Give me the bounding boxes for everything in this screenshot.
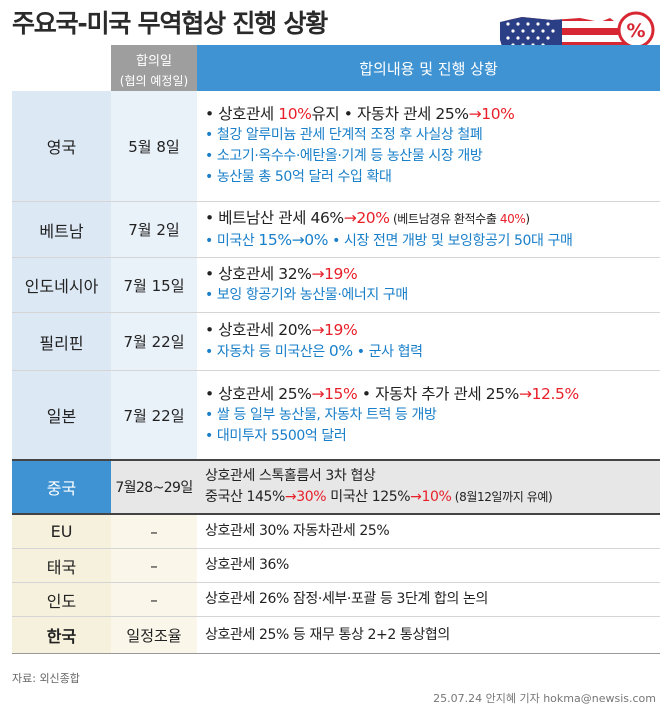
- content-line: • 소고기·옥수수·에탄올·기계 등 농산물 시장 개방: [205, 148, 483, 164]
- content-line: • 상호관세 32%→19%: [205, 265, 358, 283]
- country-cell: 한국: [12, 617, 111, 653]
- country-cell: 중국: [12, 461, 111, 513]
- table-row-thailand: 태국 – 상호관세 36%: [12, 549, 660, 582]
- date-cell: –: [111, 515, 197, 548]
- table-row-korea: 한국 일정조율 상호관세 25% 등 재무 통상 2+2 통상협의: [12, 617, 660, 653]
- country-cell: 태국: [12, 549, 111, 582]
- svg-text:%: %: [626, 20, 645, 42]
- country-cell: 인도네시아: [12, 258, 111, 312]
- date-cell: –: [111, 549, 197, 582]
- content-line: 상호관세 25% 등 재무 통상 2+2 통상협의: [205, 626, 450, 643]
- content-cell: • 베트남산 관세 46%→20% (베트남경유 환적수출 40%) • 미국산…: [197, 202, 660, 257]
- content-line: • 베트남산 관세 46%→20% (베트남경유 환적수출 40%): [205, 208, 530, 227]
- table-row-uk: 영국 5월 8일 • 상호관세 10%유지 • 자동차 관세 25%→10% •…: [12, 91, 660, 201]
- date-cell: 7월 22일: [111, 371, 197, 459]
- date-cell: 7월 2일: [111, 202, 197, 257]
- row-divider: [12, 370, 660, 371]
- country-cell: EU: [12, 515, 111, 548]
- content-cell: 상호관세 30% 자동차관세 25%: [197, 515, 660, 548]
- row-divider: [12, 582, 660, 583]
- page-title: 주요국-미국 무역협상 진행 상황: [12, 9, 328, 38]
- date-cell: 5월 8일: [111, 91, 197, 201]
- country-cell: 인도: [12, 583, 111, 616]
- header-content-label: 합의내용 및 진행 상황: [359, 59, 498, 78]
- table-row-philippines: 필리핀 7월 22일 • 상호관세 20%→19% • 자동차 등 미국산은 0…: [12, 313, 660, 370]
- table-row-china: 중국 7월28~29일 상호관세 스톡홀름서 3차 협상 중국산 145%→30…: [12, 461, 660, 513]
- date-cell: –: [111, 583, 197, 616]
- row-divider: [12, 616, 660, 617]
- country-cell: 영국: [12, 91, 111, 201]
- content-line: 상호관세 30% 자동차관세 25%: [205, 523, 390, 539]
- table-row-vietnam: 베트남 7월 2일 • 베트남산 관세 46%→20% (베트남경유 환적수출 …: [12, 202, 660, 257]
- percent-badge-icon: %: [617, 11, 655, 49]
- content-line: • 자동차 등 미국산은 0% • 군사 협력: [205, 342, 423, 360]
- content-line: 상호관세 스톡홀름서 3차 협상: [205, 468, 376, 484]
- row-divider: [12, 257, 660, 258]
- section-divider: [12, 513, 660, 515]
- header-content-cell: 합의내용 및 진행 상황: [197, 45, 660, 91]
- country-cell: 필리핀: [12, 313, 111, 370]
- content-cell: 상호관세 26% 잠정·세부·포괄 등 3단계 합의 논의: [197, 583, 660, 616]
- header-date-sub-label: (협의 예정일): [119, 74, 189, 88]
- content-line: 중국산 145%→30% 미국산 125%→10% (8월12일까지 유예): [205, 489, 553, 505]
- table-row-japan: 일본 7월 22일 • 상호관세 25%→15% • 자동차 추가 관세 25%…: [12, 371, 660, 459]
- content-line: • 상호관세 10%유지 • 자동차 관세 25%→10%: [205, 105, 515, 123]
- content-line: • 대미투자 5500억 달러: [205, 427, 347, 444]
- date-cell: 일정조율: [111, 617, 197, 653]
- content-cell: • 상호관세 20%→19% • 자동차 등 미국산은 0% • 군사 협력: [197, 313, 660, 370]
- content-line: 상호관세 36%: [205, 557, 289, 573]
- credit-line: 25.07.24 안지혜 기자 hokma@newsis.com: [433, 692, 656, 705]
- table-bottom-border: [12, 653, 660, 654]
- content-line: • 쌀 등 일부 농산물, 자동차 트럭 등 개방: [205, 406, 437, 423]
- content-cell: • 상호관세 10%유지 • 자동차 관세 25%→10% • 철강 알루미늄 …: [197, 91, 660, 201]
- date-cell: 7월 22일: [111, 313, 197, 370]
- content-cell: • 상호관세 25%→15% • 자동차 추가 관세 25%→12.5% • 쌀…: [197, 371, 660, 459]
- section-divider: [12, 459, 660, 461]
- header-date-cell: 합의일 (협의 예정일): [111, 45, 197, 91]
- header-date-label: 합의일: [136, 54, 172, 69]
- date-cell: 7월 15일: [111, 258, 197, 312]
- content-line: • 상호관세 20%→19%: [205, 321, 358, 339]
- content-cell: 상호관세 25% 등 재무 통상 2+2 통상협의: [197, 617, 660, 653]
- content-line: • 미국산 15%→0% • 시장 전면 개방 및 보잉항공기 50대 구매: [205, 230, 573, 249]
- row-divider: [12, 312, 660, 313]
- table-row-indonesia: 인도네시아 7월 15일 • 상호관세 32%→19% • 보잉 항공기와 농산…: [12, 258, 660, 312]
- content-cell: 상호관세 36%: [197, 549, 660, 582]
- country-cell: 베트남: [12, 202, 111, 257]
- content-line: • 보잉 항공기와 농산물·에너지 구매: [205, 287, 408, 303]
- content-line: • 농산물 총 50억 달러 수입 확대: [205, 169, 392, 185]
- content-line: • 철강 알루미늄 관세 단계적 조정 후 사실상 철폐: [205, 127, 483, 143]
- country-cell: 일본: [12, 371, 111, 459]
- content-cell: • 상호관세 32%→19% • 보잉 항공기와 농산물·에너지 구매: [197, 258, 660, 312]
- table-row-india: 인도 – 상호관세 26% 잠정·세부·포괄 등 3단계 합의 논의: [12, 583, 660, 616]
- row-divider: [12, 548, 660, 549]
- content-cell: 상호관세 스톡홀름서 3차 협상 중국산 145%→30% 미국산 125%→1…: [197, 461, 660, 513]
- row-divider: [12, 201, 660, 202]
- content-line: • 상호관세 25%→15% • 자동차 추가 관세 25%→12.5%: [205, 384, 579, 403]
- date-cell: 7월28~29일: [111, 461, 197, 513]
- content-line: 상호관세 26% 잠정·세부·포괄 등 3단계 합의 논의: [205, 591, 488, 607]
- table-row-eu: EU – 상호관세 30% 자동차관세 25%: [12, 515, 660, 548]
- source-note: 자료: 외신종합: [12, 672, 80, 685]
